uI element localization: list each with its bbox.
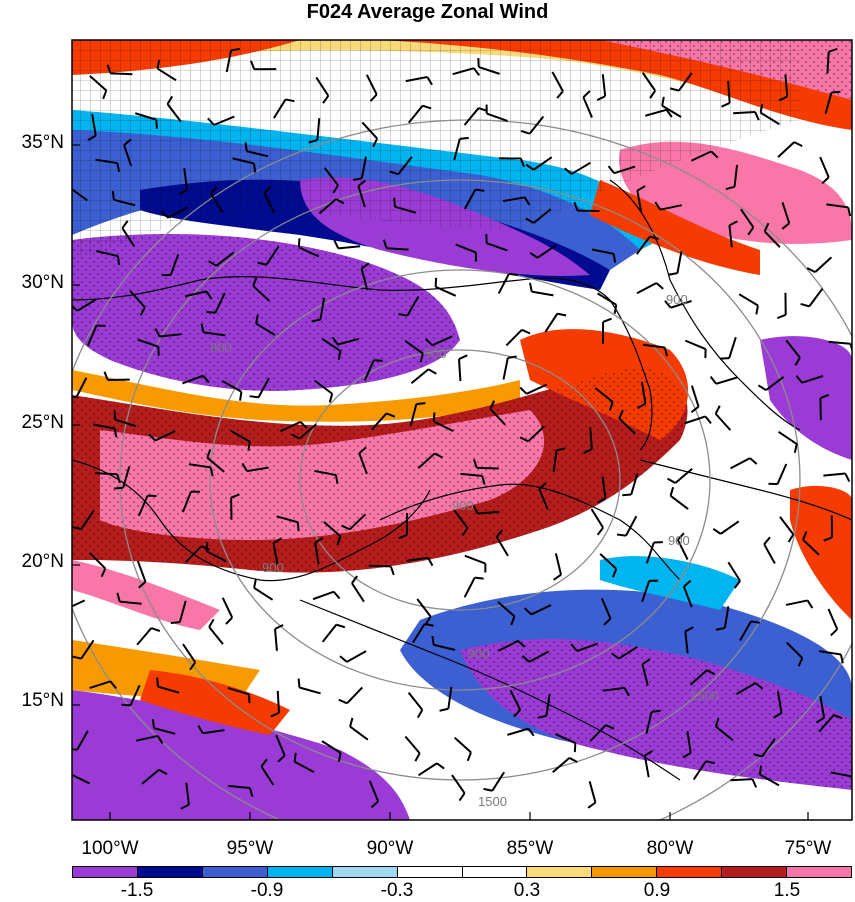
lon-label: 85°W bbox=[507, 838, 554, 860]
colorbar-label: -0.9 bbox=[251, 880, 284, 902]
contour-label: 900 bbox=[425, 346, 447, 361]
lon-label: 95°W bbox=[227, 838, 274, 860]
colorbar-label: -1.5 bbox=[121, 880, 154, 902]
colorbar-swatch bbox=[592, 867, 657, 877]
colorbar-swatch bbox=[787, 867, 851, 877]
contour-label: 1500 bbox=[478, 794, 507, 809]
colorbar-swatch bbox=[463, 867, 528, 877]
colorbar-swatch bbox=[268, 867, 333, 877]
colorbar-swatch bbox=[398, 867, 463, 877]
lon-label: 100°W bbox=[81, 838, 138, 860]
contour-label: 900 bbox=[468, 646, 490, 661]
lon-label: 90°W bbox=[367, 838, 414, 860]
contour-label: 900 bbox=[668, 533, 690, 548]
contour-label: 1500 bbox=[690, 688, 719, 703]
colorbar-swatch bbox=[73, 867, 138, 877]
map-title: F024 Average Zonal Wind bbox=[0, 0, 855, 24]
colorbar-label: 0.9 bbox=[644, 880, 670, 902]
lat-label: 15°N bbox=[0, 690, 64, 712]
lon-label: 80°W bbox=[647, 838, 694, 860]
contour-label: 900 bbox=[666, 292, 688, 307]
colorbar-swatch bbox=[138, 867, 203, 877]
colorbar-label: 1.5 bbox=[774, 880, 800, 902]
colorbar-swatch bbox=[203, 867, 268, 877]
colorbar-swatch bbox=[722, 867, 787, 877]
lat-label: 20°N bbox=[0, 551, 64, 573]
colorbar-label: -0.3 bbox=[381, 880, 414, 902]
contour-label: 900 bbox=[262, 560, 284, 575]
lat-label: 35°N bbox=[0, 132, 64, 154]
lon-label: 75°W bbox=[785, 838, 832, 860]
colorbar bbox=[72, 866, 852, 878]
contour-label: 900 bbox=[210, 340, 232, 355]
colorbar-swatch bbox=[333, 867, 398, 877]
contour-label: 900 bbox=[452, 498, 474, 513]
lat-label: 30°N bbox=[0, 272, 64, 294]
lat-label: 25°N bbox=[0, 412, 64, 434]
colorbar-swatch bbox=[527, 867, 592, 877]
colorbar-label: 0.3 bbox=[514, 880, 540, 902]
colorbar-swatch bbox=[657, 867, 722, 877]
